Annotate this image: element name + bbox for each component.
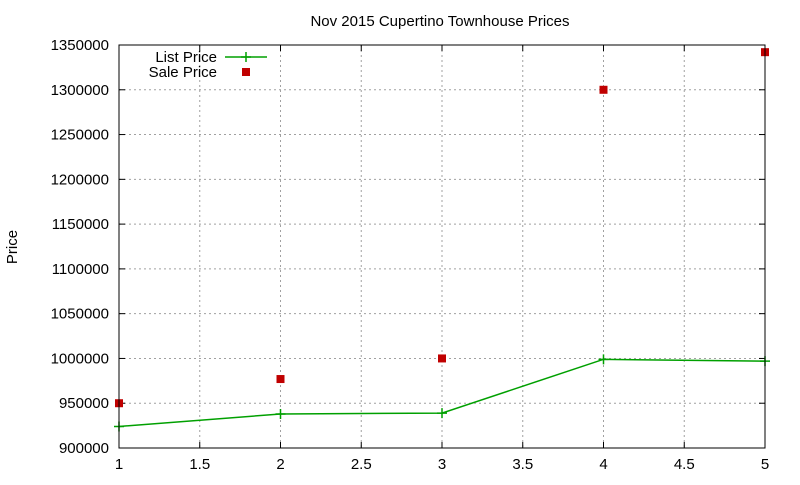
legend-square-swatch <box>242 68 250 76</box>
x-tick-label: 3 <box>438 456 446 473</box>
legend-label: Sale Price <box>149 64 217 81</box>
axis-ticks: 1 1.5 2 2.5 3 3.5 4 4.5 5 900000 950000 1000000 1050… <box>51 37 770 473</box>
data-point-square <box>599 85 608 94</box>
chart-title: Nov 2015 Cupertino Townhouse Prices <box>310 13 569 30</box>
y-tick-label: 1100000 <box>52 261 109 278</box>
data-point-square <box>438 354 446 363</box>
y-tick-label: 1300000 <box>51 82 109 99</box>
x-tick-label: 4.5 <box>674 456 695 473</box>
x-tick-label: 5 <box>761 456 769 473</box>
plot-frame <box>118 44 766 449</box>
y-tick-label: 1200000 <box>51 171 109 188</box>
x-tick-label: 4 <box>599 456 607 473</box>
y-tick-label: 900000 <box>59 440 109 457</box>
x-tick-label: 1.5 <box>189 456 210 473</box>
y-tick-label: 1150000 <box>52 216 109 233</box>
y-tick-label: 1250000 <box>51 127 109 144</box>
x-tick-label: 3.5 <box>512 456 533 473</box>
y-tick-label: 1050000 <box>51 306 109 323</box>
y-axis-label: Price <box>4 230 21 264</box>
y-tick-label: 950000 <box>59 395 109 412</box>
legend-label: List Price <box>155 49 217 66</box>
x-tick-label: 2.5 <box>351 456 372 473</box>
data-point-plus <box>598 354 609 365</box>
x-tick-label: 2 <box>276 456 284 473</box>
legend-plus-swatch <box>241 52 251 62</box>
x-tick-label: 1 <box>115 456 123 473</box>
data-point-plus <box>437 408 447 419</box>
data-point-square <box>276 375 285 384</box>
data-point-plus <box>275 408 286 419</box>
y-tick-label: 1350000 <box>51 37 109 54</box>
y-tick-label: 1000000 <box>51 350 109 367</box>
